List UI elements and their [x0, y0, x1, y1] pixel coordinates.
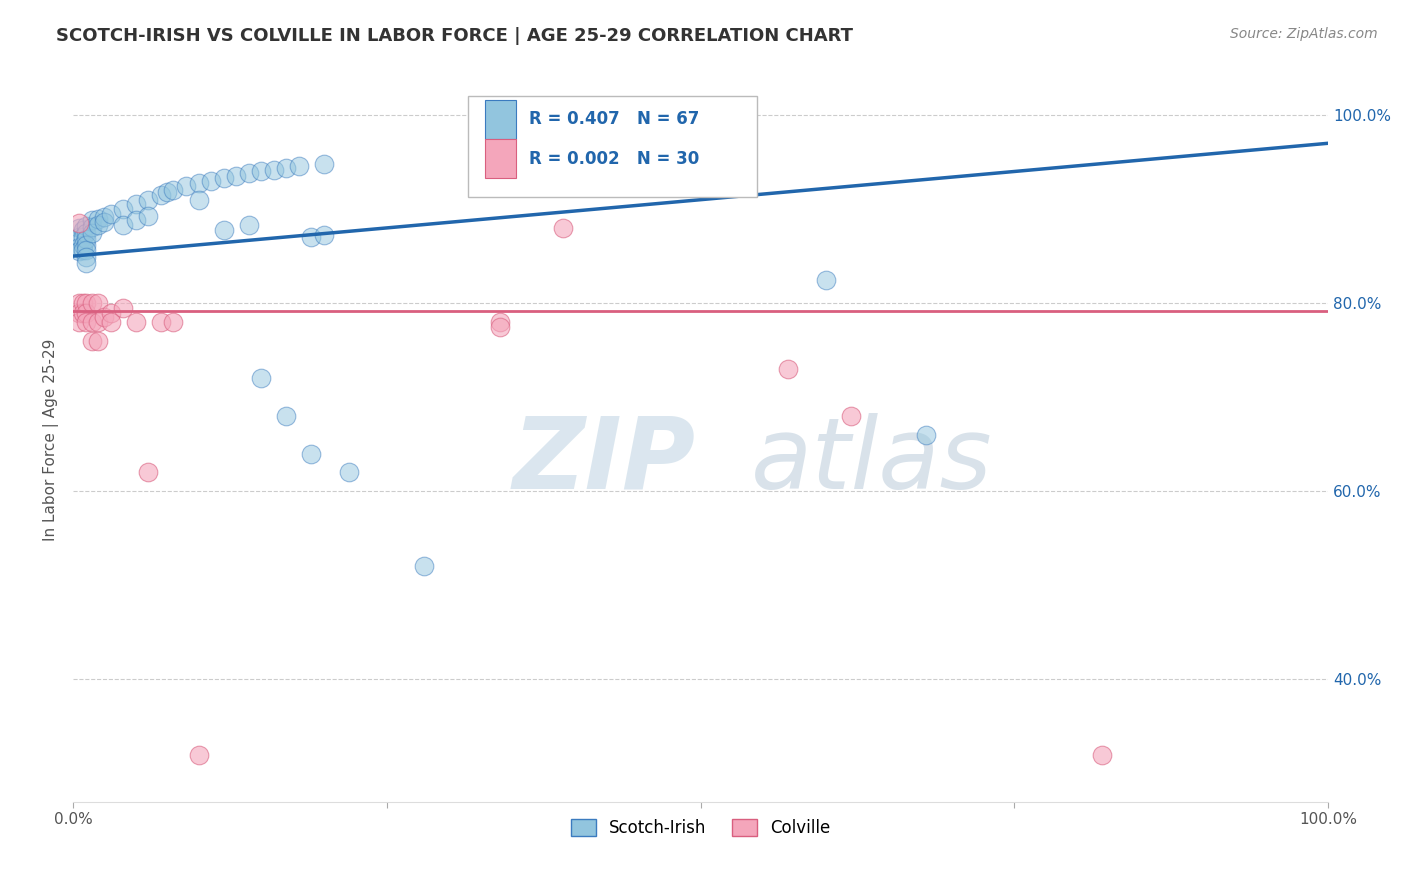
Point [75, 237, 97, 252]
Point [413, 559, 436, 574]
Point [100, 315, 122, 329]
Point [915, 427, 938, 442]
Point [212, 223, 235, 237]
Point [162, 315, 184, 329]
Point [67, 240, 90, 254]
Point [72, 223, 94, 237]
Point [75, 232, 97, 246]
Point [80, 334, 103, 348]
Point [80, 226, 103, 240]
Point [87, 315, 110, 329]
Point [156, 185, 179, 199]
Point [75, 296, 97, 310]
Point [72, 244, 94, 258]
Point [839, 409, 862, 423]
FancyBboxPatch shape [485, 138, 516, 178]
Point [72, 305, 94, 319]
Point [67, 244, 90, 259]
Point [301, 230, 323, 244]
Point [112, 218, 135, 232]
Point [80, 315, 103, 329]
Point [276, 409, 298, 423]
Point [80, 296, 103, 310]
Point [1091, 747, 1114, 762]
Point [149, 315, 172, 329]
Point [75, 244, 97, 258]
Point [75, 256, 97, 270]
Point [93, 215, 115, 229]
Point [488, 319, 510, 334]
Point [312, 157, 335, 171]
Point [125, 315, 148, 329]
Point [312, 228, 335, 243]
Point [72, 296, 94, 310]
Point [112, 301, 135, 315]
Point [87, 218, 110, 232]
Point [778, 362, 800, 376]
Point [815, 272, 838, 286]
Text: ZIP: ZIP [512, 413, 696, 509]
FancyBboxPatch shape [485, 100, 516, 139]
Point [200, 174, 222, 188]
Point [288, 159, 311, 173]
Point [301, 447, 323, 461]
Point [551, 221, 574, 235]
Point [187, 176, 209, 190]
Point [67, 230, 90, 244]
Point [87, 334, 110, 348]
Point [238, 166, 260, 180]
Point [75, 219, 97, 233]
Point [67, 305, 90, 319]
Point [100, 305, 122, 319]
Point [75, 315, 97, 329]
FancyBboxPatch shape [468, 95, 756, 197]
Point [72, 230, 94, 244]
Point [67, 315, 90, 329]
Point [125, 213, 148, 227]
Point [80, 219, 103, 234]
Text: SCOTCH-IRISH VS COLVILLE IN LABOR FORCE | AGE 25-29 CORRELATION CHART: SCOTCH-IRISH VS COLVILLE IN LABOR FORCE … [56, 27, 853, 45]
Point [136, 466, 159, 480]
Text: R = 0.002   N = 30: R = 0.002 N = 30 [529, 150, 699, 168]
Point [67, 216, 90, 230]
Point [276, 161, 298, 175]
Point [174, 178, 197, 193]
Point [162, 183, 184, 197]
Text: R = 0.407   N = 67: R = 0.407 N = 67 [529, 111, 699, 128]
Point [93, 210, 115, 224]
Point [250, 371, 273, 385]
Point [136, 193, 159, 207]
Point [72, 237, 94, 252]
Point [250, 164, 273, 178]
Point [136, 209, 159, 223]
Point [87, 296, 110, 310]
Y-axis label: In Labor Force | Age 25-29: In Labor Force | Age 25-29 [44, 338, 59, 541]
Point [238, 218, 260, 232]
Legend: Scotch-Irish, Colville: Scotch-Irish, Colville [564, 813, 837, 844]
Point [187, 193, 209, 207]
Point [75, 305, 97, 319]
Point [75, 226, 97, 240]
Point [67, 221, 90, 235]
Point [80, 213, 103, 227]
Point [149, 188, 172, 202]
Point [488, 315, 510, 329]
Point [67, 296, 90, 310]
Point [87, 211, 110, 226]
Point [75, 250, 97, 264]
Point [125, 197, 148, 211]
Point [212, 171, 235, 186]
Text: atlas: atlas [751, 413, 993, 509]
Point [337, 466, 360, 480]
Point [93, 310, 115, 325]
Point [112, 202, 135, 216]
Text: Source: ZipAtlas.com: Source: ZipAtlas.com [1230, 27, 1378, 41]
Point [225, 169, 247, 184]
Point [187, 747, 209, 762]
Point [263, 162, 285, 177]
Point [100, 207, 122, 221]
